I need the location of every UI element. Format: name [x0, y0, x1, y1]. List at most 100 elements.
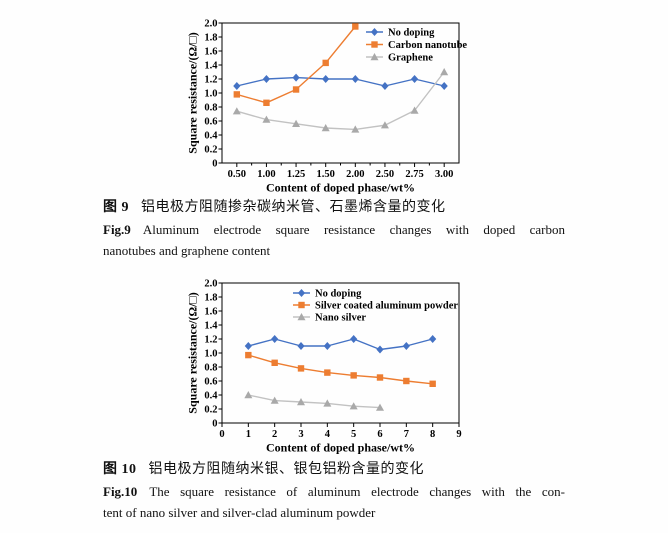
diamond-marker — [402, 342, 410, 350]
series-line — [248, 338, 433, 351]
x-axis-tick-label: 1.25 — [287, 169, 305, 180]
triangle-marker — [349, 402, 358, 410]
fig9-caption-en-label: Fig.9 — [103, 221, 131, 237]
square-marker — [245, 351, 252, 359]
y-axis-tick-label: 0.2 — [204, 405, 217, 416]
series-no-doping — [244, 335, 437, 354]
triangle-marker — [321, 124, 330, 132]
triangle-marker — [380, 121, 389, 129]
series-graphene — [232, 68, 449, 133]
fig10-caption-zh: 图 10 铝电极方阻随纳米银、银包铝粉含量的变化 — [103, 459, 565, 481]
x-axis-tick-label: 0 — [219, 429, 224, 440]
y-axis-tick-label: 2.0 — [204, 279, 217, 290]
x-axis-tick-label: 2.50 — [376, 169, 394, 180]
x-axis-tick-label: 7 — [404, 429, 409, 440]
x-axis-tick-label: 2.00 — [346, 169, 364, 180]
triangle-marker — [440, 68, 449, 76]
fig9-caption-en-line1: Fig.9 Aluminum electrode square resistanc… — [103, 219, 565, 241]
diamond-marker — [376, 345, 384, 354]
fig10-caption-en-text2: tent of nano silver and silver-clad alum… — [103, 505, 376, 520]
y-axis-tick-label: 0.6 — [204, 117, 217, 128]
y-axis-tick-label: 0.8 — [204, 103, 217, 114]
square-marker — [263, 99, 270, 106]
x-axis-tick-label: 1 — [246, 429, 251, 440]
diamond-marker — [440, 82, 448, 90]
diamond-marker — [297, 342, 305, 350]
x-axis-tick-label: 1.50 — [317, 169, 335, 180]
x-axis-tick-label: 0.50 — [228, 169, 246, 180]
x-axis-tick-label: 6 — [377, 429, 382, 440]
fig10-caption-en-line2: tent of nano silver and silver-clad alum… — [103, 502, 565, 524]
y-axis-tick-label: 1.2 — [204, 75, 217, 86]
x-axis-tick-label: 2 — [272, 429, 277, 440]
square-marker — [429, 380, 436, 387]
legend-item-no-doping: No doping — [293, 289, 362, 300]
y-axis-tick-label: 1.8 — [204, 33, 217, 44]
fig9-caption-zh-label: 图 9 — [103, 200, 129, 215]
diamond-marker — [233, 82, 241, 90]
fig9-chart: 0 0.2 0.4 0.6 0.8 1.0 1.2 1.4 1.6 1.8 2.0 0.50 1.00 1… — [186, 19, 468, 195]
square-marker — [350, 372, 357, 379]
fig9-caption-zh-text: 铝电极方阻随掺杂碳纳米管、石墨烯含量的变化 — [141, 200, 446, 215]
series-carbon-nanotube — [233, 23, 359, 106]
triangle-marker — [297, 313, 306, 321]
fig9-caption-en-text1: Aluminum electrode square resistance cha… — [142, 221, 565, 237]
y-axis-tick-label: 0.8 — [204, 363, 217, 374]
square-marker — [322, 59, 329, 67]
fig10-chart: 0 0.2 0.4 0.6 0.8 1.0 1.2 1.4 1.6 1.8 2.0 0 1 2 3 4 5 6 7 8… — [186, 279, 462, 455]
fig10-caption-en-line1: Fig.10 The square resistance of aluminum … — [103, 481, 565, 503]
x-axis-tick-label: 1.00 — [257, 169, 275, 180]
legend-label: Nano silver — [315, 313, 366, 324]
series-no-doping — [233, 73, 448, 90]
y-axis-tick-label: 0.4 — [204, 131, 218, 142]
triangle-marker — [323, 399, 332, 407]
fig10-caption-zh-text: 铝电极方阻随纳米银、银包铝粉含量的变化 — [148, 462, 424, 477]
fig9-caption-zh: 图 9 铝电极方阻随掺杂碳纳米管、石墨烯含量的变化 — [103, 197, 565, 219]
legend-label: Carbon nanotube — [388, 40, 467, 51]
triangle-marker — [244, 391, 253, 399]
y-axis-title: Square resistance/(Ω/□) — [186, 32, 200, 153]
square-marker — [371, 41, 378, 48]
diamond-marker — [381, 82, 389, 90]
x-axis-tick-label: 3 — [298, 429, 303, 440]
diamond-marker — [351, 75, 359, 83]
diamond-marker — [410, 75, 419, 83]
x-axis-tick-label: 2.75 — [405, 169, 423, 180]
triangle-marker — [370, 53, 379, 61]
legend-item-carbon-nanotube: Carbon nanotube — [366, 40, 467, 51]
triangle-marker — [292, 119, 301, 127]
y-axis-tick-label: 1.8 — [204, 293, 217, 304]
series-silver-coated-aluminum-powder — [245, 351, 436, 387]
x-axis-title: Content of doped phase/wt% — [266, 181, 415, 195]
fig9-caption-en-line2: nanotubes and graphene content — [103, 240, 565, 262]
fig9-caption-en-text2: nanotubes and graphene content — [103, 243, 271, 258]
y-axis-tick-label: 0.6 — [204, 377, 217, 388]
y-axis-tick-label: 1.6 — [204, 307, 217, 318]
square-marker — [292, 86, 300, 93]
legend-item-no-doping: No doping — [366, 28, 435, 39]
diamond-marker — [323, 342, 331, 350]
legend-label: Silver coated aluminum powder — [315, 301, 458, 312]
y-axis-tick-label: 1.2 — [204, 335, 217, 346]
fig10-caption-zh-label: 图 10 — [103, 462, 137, 477]
y-axis-tick-label: 1.4 — [204, 321, 218, 332]
y-axis-tick-label: 1.6 — [204, 47, 217, 58]
diamond-marker — [244, 342, 252, 350]
square-marker — [297, 365, 305, 372]
diamond-marker — [350, 335, 358, 343]
y-axis-tick-label: 0.4 — [204, 391, 218, 402]
x-axis: 0.50 1.00 1.25 1.50 2.00 2.50 2.75 3.00 — [228, 163, 453, 180]
y-axis-tick-label: 0 — [212, 419, 217, 430]
triangle-marker — [297, 398, 305, 406]
y-axis-tick-label: 1.0 — [204, 349, 217, 360]
x-axis-title: Content of doped phase/wt% — [266, 441, 415, 455]
legend-item-nano-silver: Nano silver — [293, 313, 366, 324]
y-axis-tick-label: 1.0 — [204, 89, 217, 100]
legend-label: No doping — [388, 28, 435, 39]
fig10-caption-en-label: Fig.10 — [103, 483, 138, 499]
square-marker — [403, 377, 410, 385]
legend-label: Graphene — [388, 53, 433, 64]
series-line — [248, 394, 381, 409]
series-line — [248, 354, 433, 385]
